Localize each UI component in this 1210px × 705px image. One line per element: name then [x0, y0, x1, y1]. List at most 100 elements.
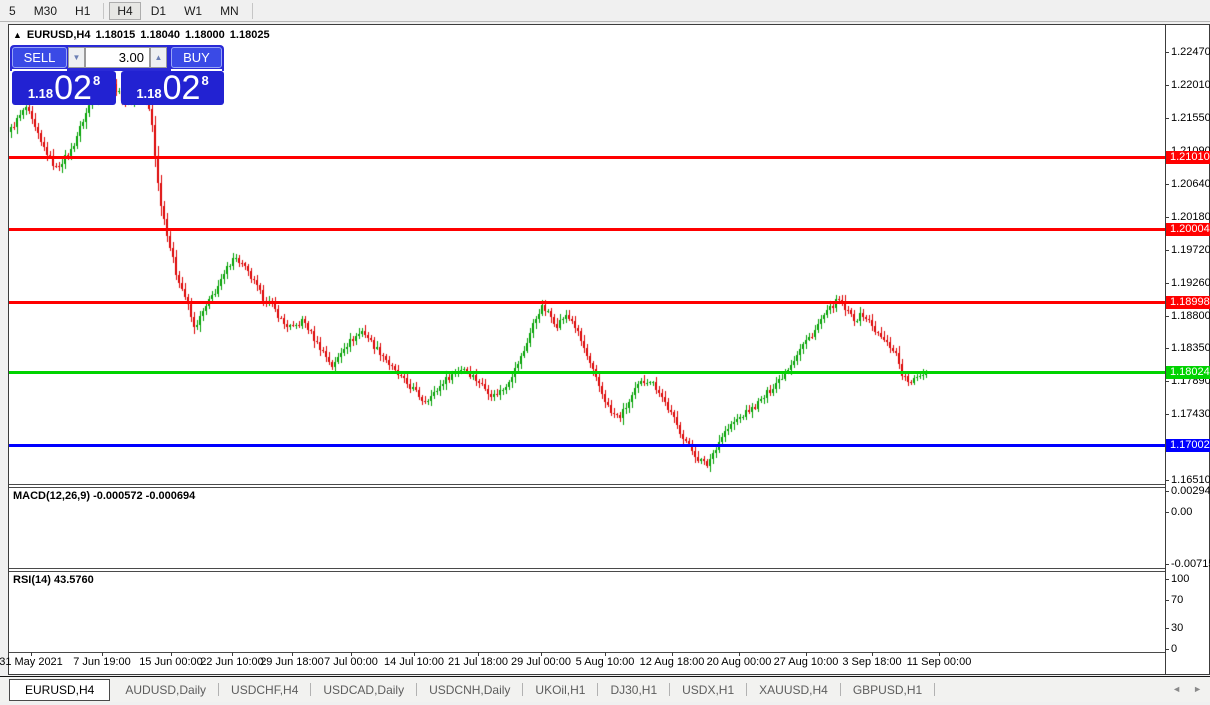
sell-quote-box[interactable]: 1.18 02 8 [12, 71, 116, 105]
toolbar-separator [103, 2, 105, 19]
rsi-axis-label: 0 [1171, 643, 1178, 655]
tab-usdchf-h4[interactable]: USDCHF,H4 [231, 682, 299, 697]
tab-scroll-right-icon[interactable]: ► [1193, 684, 1202, 694]
time-axis-label: 31 May 2021 [0, 656, 63, 668]
chevron-up-icon: ▲ [154, 53, 163, 62]
time-tick [939, 652, 940, 656]
price-tick [1165, 217, 1169, 218]
price-tick-label: 1.19720 [1171, 244, 1210, 256]
tab-separator [522, 683, 524, 696]
time-axis-label: 11 Sep 00:00 [906, 656, 972, 668]
time-axis-label: 21 Jul 18:00 [448, 656, 508, 668]
time-tick [605, 652, 606, 656]
tab-dj30-h1[interactable]: DJ30,H1 [610, 682, 658, 697]
rsi-axis-label: 100 [1171, 573, 1190, 585]
price-tick [1165, 52, 1169, 53]
one-click-trading-panel: SELL ▼ ▲ BUY [10, 45, 224, 71]
volume-decrease-button[interactable]: ▼ [68, 47, 85, 68]
tab-ukoil-h1[interactable]: UKOil,H1 [535, 682, 586, 697]
chart-symbol-label: EURUSD,H4 [26, 29, 91, 41]
tab-separator [597, 683, 599, 696]
price-tick [1165, 414, 1169, 415]
macd-axis-label: 0.002947 [1171, 485, 1210, 497]
tab-usdx-h1[interactable]: USDX,H1 [682, 682, 735, 697]
price-tick [1165, 283, 1169, 284]
timeframe-mn[interactable]: MN [220, 3, 239, 18]
time-axis-label: 22 Jun 10:00 [200, 656, 264, 668]
timeframe-h4[interactable]: H4 [109, 1, 141, 20]
time-axis-line [9, 652, 1165, 653]
price-tick [1165, 85, 1169, 86]
price-tick-label: 1.22470 [1171, 46, 1210, 58]
time-tick [31, 652, 32, 656]
time-tick [232, 652, 233, 656]
time-tick [102, 652, 103, 656]
hline-1.18024[interactable] [9, 371, 1165, 374]
tab-xauusd-h4[interactable]: XAUUSD,H4 [759, 682, 828, 697]
rsi-axis-tick [1165, 628, 1169, 629]
timeframe-w1[interactable]: W1 [184, 3, 203, 18]
price-tick-label: 1.18800 [1171, 310, 1210, 322]
rsi-axis-tick [1165, 579, 1169, 580]
time-axis-label: 15 Jun 00:00 [139, 656, 203, 668]
price-tick [1165, 348, 1169, 349]
price-tick-label: 1.17890 [1171, 375, 1210, 387]
price-tick-label: 1.16510 [1171, 474, 1210, 486]
hline-1.21010[interactable] [9, 156, 1165, 159]
price-tick-label: 1.17430 [1171, 408, 1210, 420]
tab-eurusd-h4[interactable]: EURUSD,H4 [9, 678, 111, 701]
sell-button[interactable]: SELL [12, 47, 67, 68]
price-tick-label: 1.18350 [1171, 342, 1210, 354]
collapse-chart-icon[interactable]: ▲ [13, 30, 22, 40]
panel-separator [9, 484, 1165, 485]
hline-1.17002[interactable] [9, 444, 1165, 447]
tab-gbpusd-h1[interactable]: GBPUSD,H1 [852, 682, 923, 697]
chart-header: ▲ EURUSD,H4 1.18015 1.18040 1.18000 1.18025 [13, 29, 275, 41]
price-tick [1165, 184, 1169, 185]
tab-separator [746, 683, 748, 696]
time-tick [672, 652, 673, 656]
tab-usdcnh-daily[interactable]: USDCNH,Daily [429, 682, 511, 697]
time-tick [872, 652, 873, 656]
time-axis-label: 5 Aug 10:00 [575, 656, 635, 668]
buy-underline [171, 69, 222, 71]
rsi-axis-label: 70 [1171, 594, 1184, 606]
buy-price-big: 02 [162, 69, 201, 107]
time-tick [171, 652, 172, 656]
tab-audusd-daily[interactable]: AUDUSD,Daily [125, 682, 207, 697]
volume-input[interactable] [85, 47, 150, 68]
time-tick [351, 652, 352, 656]
tab-usdcad-daily[interactable]: USDCAD,Daily [323, 682, 405, 697]
hline-1.20004[interactable] [9, 228, 1165, 231]
timeframe-m30[interactable]: M30 [33, 3, 58, 18]
price-tick [1165, 250, 1169, 251]
buy-button[interactable]: BUY [171, 47, 222, 68]
buy-quote-box[interactable]: 1.18 02 8 [121, 71, 224, 105]
timeframe-5[interactable]: 5 [9, 3, 16, 18]
volume-increase-button[interactable]: ▲ [150, 47, 167, 68]
tab-separator [416, 683, 418, 696]
buy-price-pip: 8 [201, 73, 209, 88]
sell-underline [12, 69, 67, 71]
rsi-axis-tick [1165, 600, 1169, 601]
ohlc-close: 1.18025 [229, 29, 270, 41]
time-tick [541, 652, 542, 656]
chevron-down-icon: ▼ [72, 53, 81, 62]
time-axis-label: 20 Aug 00:00 [706, 656, 772, 668]
time-axis-label: 3 Sep 18:00 [842, 656, 902, 668]
price-tick-label: 1.19260 [1171, 277, 1210, 289]
hline-1.18998[interactable] [9, 301, 1165, 304]
time-tick [478, 652, 479, 656]
price-badge-1.18024: 1.18024 [1166, 366, 1210, 379]
sell-price-big: 02 [54, 69, 92, 107]
timeframe-d1[interactable]: D1 [150, 3, 167, 18]
tab-separator [669, 683, 671, 696]
tab-scroll-left-icon[interactable]: ◄ [1172, 684, 1182, 694]
timeframe-h1[interactable]: H1 [75, 3, 91, 18]
rsi-axis-tick [1165, 649, 1169, 650]
time-axis-label: 29 Jun 18:00 [260, 656, 324, 668]
price-tick [1165, 118, 1169, 119]
chart-tab-bar: EURUSD,H4 AUDUSD,Daily USDCHF,H4 USDCAD,Dai… [0, 676, 1210, 702]
